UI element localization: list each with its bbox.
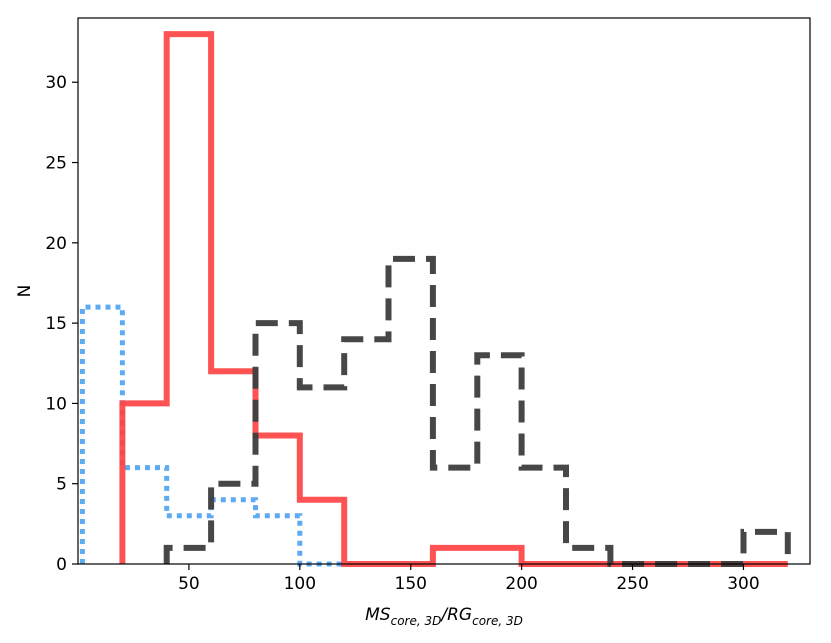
x-axis-label: MScore, 3D/RGcore, 3D xyxy=(365,605,523,628)
y-tick-label: 30 xyxy=(45,73,67,93)
y-axis-label: N xyxy=(15,285,35,298)
x-tick-label: 300 xyxy=(727,574,759,594)
x-tick-label: 200 xyxy=(505,574,537,594)
x-tick-label: 100 xyxy=(284,574,316,594)
y-tick-label: 20 xyxy=(45,234,67,254)
y-tick-label: 0 xyxy=(56,555,67,575)
y-tick-label: 15 xyxy=(45,314,67,334)
x-tick-label: 150 xyxy=(395,574,427,594)
x-tick-label: 250 xyxy=(616,574,648,594)
y-tick-label: 25 xyxy=(45,154,67,174)
x-label-sub1: core, 3D xyxy=(391,614,442,628)
y-tick-label: 10 xyxy=(45,394,67,414)
y-axis-ticks: 0 5 10 15 20 25 30 xyxy=(45,73,78,575)
histogram-series-dotted xyxy=(79,304,345,567)
y-tick-label: 5 xyxy=(56,475,67,495)
plot-frame xyxy=(77,17,811,565)
series-layer xyxy=(79,31,791,567)
x-axis-ticks: 50 100 150 200 250 300 xyxy=(178,564,760,594)
x-label-base1: MS xyxy=(365,605,391,625)
x-label-sub2: core, 3D xyxy=(472,614,523,628)
histogram-series-dashed xyxy=(163,255,791,567)
x-label-sep: / xyxy=(439,605,449,625)
x-tick-label: 50 xyxy=(178,574,200,594)
x-label-base2: RG xyxy=(447,605,472,625)
